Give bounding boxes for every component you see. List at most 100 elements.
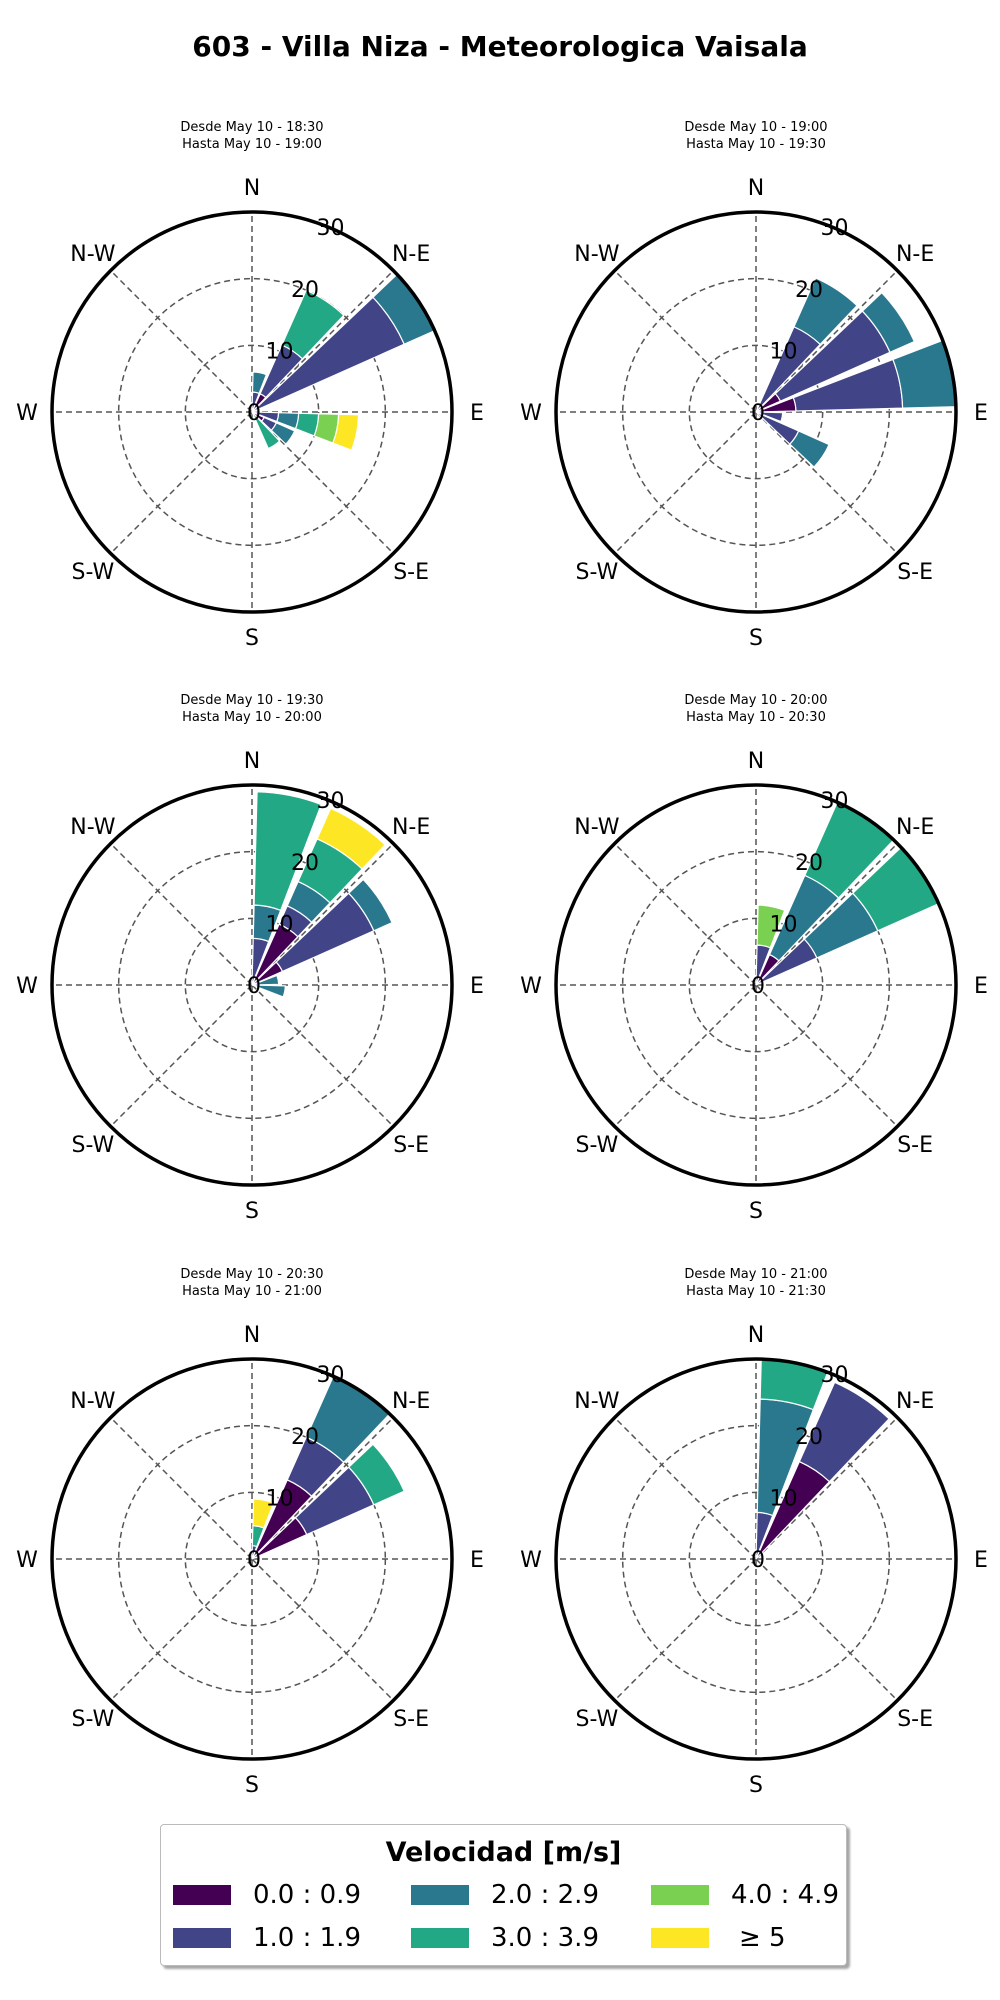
direction-label: S-W	[576, 1707, 619, 1732]
grid-spoke	[251, 843, 394, 986]
wind-bar-2	[251, 974, 280, 986]
wind-bar-2	[347, 878, 393, 932]
radial-tick-label: 0	[751, 1548, 765, 1573]
wind-bar-2	[861, 291, 916, 354]
direction-label: E	[974, 1548, 988, 1573]
direction-label: N-E	[392, 815, 430, 840]
rose-frame	[554, 783, 958, 1187]
grid-spoke	[614, 1558, 757, 1701]
wind-rose-1: Desde May 10 - 18:30 Hasta May 10 - 19:00…	[16, 120, 484, 651]
direction-label: S	[749, 1773, 763, 1798]
grid-spoke	[110, 1558, 253, 1701]
subplot-title-line2: Hasta May 10 - 19:00	[182, 137, 322, 152]
direction-label: W	[16, 401, 38, 426]
radial-tick-label: 30	[821, 1363, 849, 1388]
wind-bar-2	[251, 984, 286, 998]
grid-circle	[688, 344, 824, 480]
legend-label: 1.0 : 1.9	[253, 1923, 361, 1953]
direction-label: N-W	[574, 815, 620, 840]
grid-circle	[184, 1491, 320, 1627]
direction-label: N	[244, 1323, 260, 1348]
legend-swatch	[173, 1928, 231, 1948]
grid-spoke	[251, 411, 394, 554]
grid-spoke	[614, 411, 757, 554]
subplot-title-line2: Hasta May 10 - 20:00	[182, 710, 322, 725]
wind-bar-2	[793, 277, 858, 346]
direction-label: N-E	[896, 815, 934, 840]
radial-tick-label: 0	[247, 1548, 261, 1573]
radial-tick-label: 0	[751, 401, 765, 426]
direction-label: S-W	[576, 560, 619, 585]
grid-spoke	[614, 843, 757, 986]
direction-label: S	[245, 1199, 259, 1224]
legend-label: 0.0 : 0.9	[253, 1880, 361, 1910]
wind-bar-2	[270, 422, 296, 445]
direction-label: N-W	[70, 815, 116, 840]
wind-bar-3	[253, 791, 323, 912]
radial-tick-label: 30	[821, 216, 849, 241]
direction-label: N-W	[70, 1389, 116, 1414]
wind-bar-3	[347, 1443, 406, 1506]
radial-tick-label: 0	[247, 401, 261, 426]
grid-spoke	[110, 843, 253, 986]
direction-label: E	[470, 974, 484, 999]
radial-tick-label: 10	[266, 1486, 294, 1511]
wind-rose-5: Desde May 10 - 20:30 Hasta May 10 - 21:00…	[16, 1267, 484, 1798]
legend-swatch	[173, 1885, 231, 1905]
radial-tick-label: 0	[751, 974, 765, 999]
wind-rose-6: Desde May 10 - 21:00 Hasta May 10 - 21:30…	[520, 1267, 988, 1798]
direction-label: N	[748, 1323, 764, 1348]
direction-label: N-E	[896, 242, 934, 267]
radial-tick-label: 10	[770, 912, 798, 937]
subplot-title-line1: Desde May 10 - 20:00	[684, 693, 827, 708]
subplot-title-line2: Hasta May 10 - 19:30	[686, 137, 826, 152]
grid-spoke	[755, 1417, 898, 1560]
direction-label: E	[470, 401, 484, 426]
grid-spoke	[614, 1417, 757, 1560]
legend-swatch	[651, 1928, 709, 1948]
legend-label: 2.0 : 2.9	[491, 1880, 599, 1910]
radial-tick-label: 20	[291, 1425, 319, 1450]
wind-bar-5	[252, 1498, 275, 1529]
rose-frame	[50, 1357, 454, 1761]
direction-label: N-W	[574, 242, 620, 267]
grid-circle	[688, 1491, 824, 1627]
subplot-title-line2: Hasta May 10 - 20:30	[686, 710, 826, 725]
direction-label: W	[520, 974, 542, 999]
radial-tick-label: 20	[795, 851, 823, 876]
direction-label: S-E	[393, 1133, 429, 1158]
legend-swatch	[411, 1928, 469, 1948]
grid-spoke	[251, 1558, 394, 1701]
legend-swatch	[411, 1885, 469, 1905]
wind-bar-2	[789, 430, 830, 468]
grid-spoke	[251, 270, 394, 413]
grid-spoke	[755, 984, 898, 1127]
wind-rose-4: Desde May 10 - 20:00 Hasta May 10 - 20:30…	[520, 693, 988, 1224]
direction-label: N-E	[896, 1389, 934, 1414]
radial-tick-label: 30	[317, 1363, 345, 1388]
radial-tick-label: 20	[795, 1425, 823, 1450]
wind-bar-5	[332, 413, 360, 452]
grid-circle	[184, 344, 320, 480]
grid-spoke	[251, 1417, 394, 1560]
direction-label: E	[974, 974, 988, 999]
legend-title: Velocidad [m/s]	[385, 1837, 622, 1868]
direction-label: N-W	[574, 1389, 620, 1414]
subplot-title-line2: Hasta May 10 - 21:00	[182, 1284, 322, 1299]
direction-label: N	[244, 749, 260, 774]
direction-label: N	[244, 176, 260, 201]
rose-frame	[554, 210, 958, 614]
grid-spoke	[110, 411, 253, 554]
wind-bar-3	[281, 289, 345, 360]
grid-circle	[184, 917, 320, 1053]
direction-label: W	[520, 1548, 542, 1573]
grid-spoke	[614, 984, 757, 1127]
direction-label: S	[749, 626, 763, 651]
rose-frame	[50, 783, 454, 1187]
direction-label: S-W	[576, 1133, 619, 1158]
rose-frame	[50, 210, 454, 614]
grid-spoke	[755, 1558, 898, 1701]
subplot-title-line1: Desde May 10 - 18:30	[180, 120, 323, 135]
direction-label: S	[749, 1199, 763, 1224]
radial-tick-label: 10	[266, 339, 294, 364]
